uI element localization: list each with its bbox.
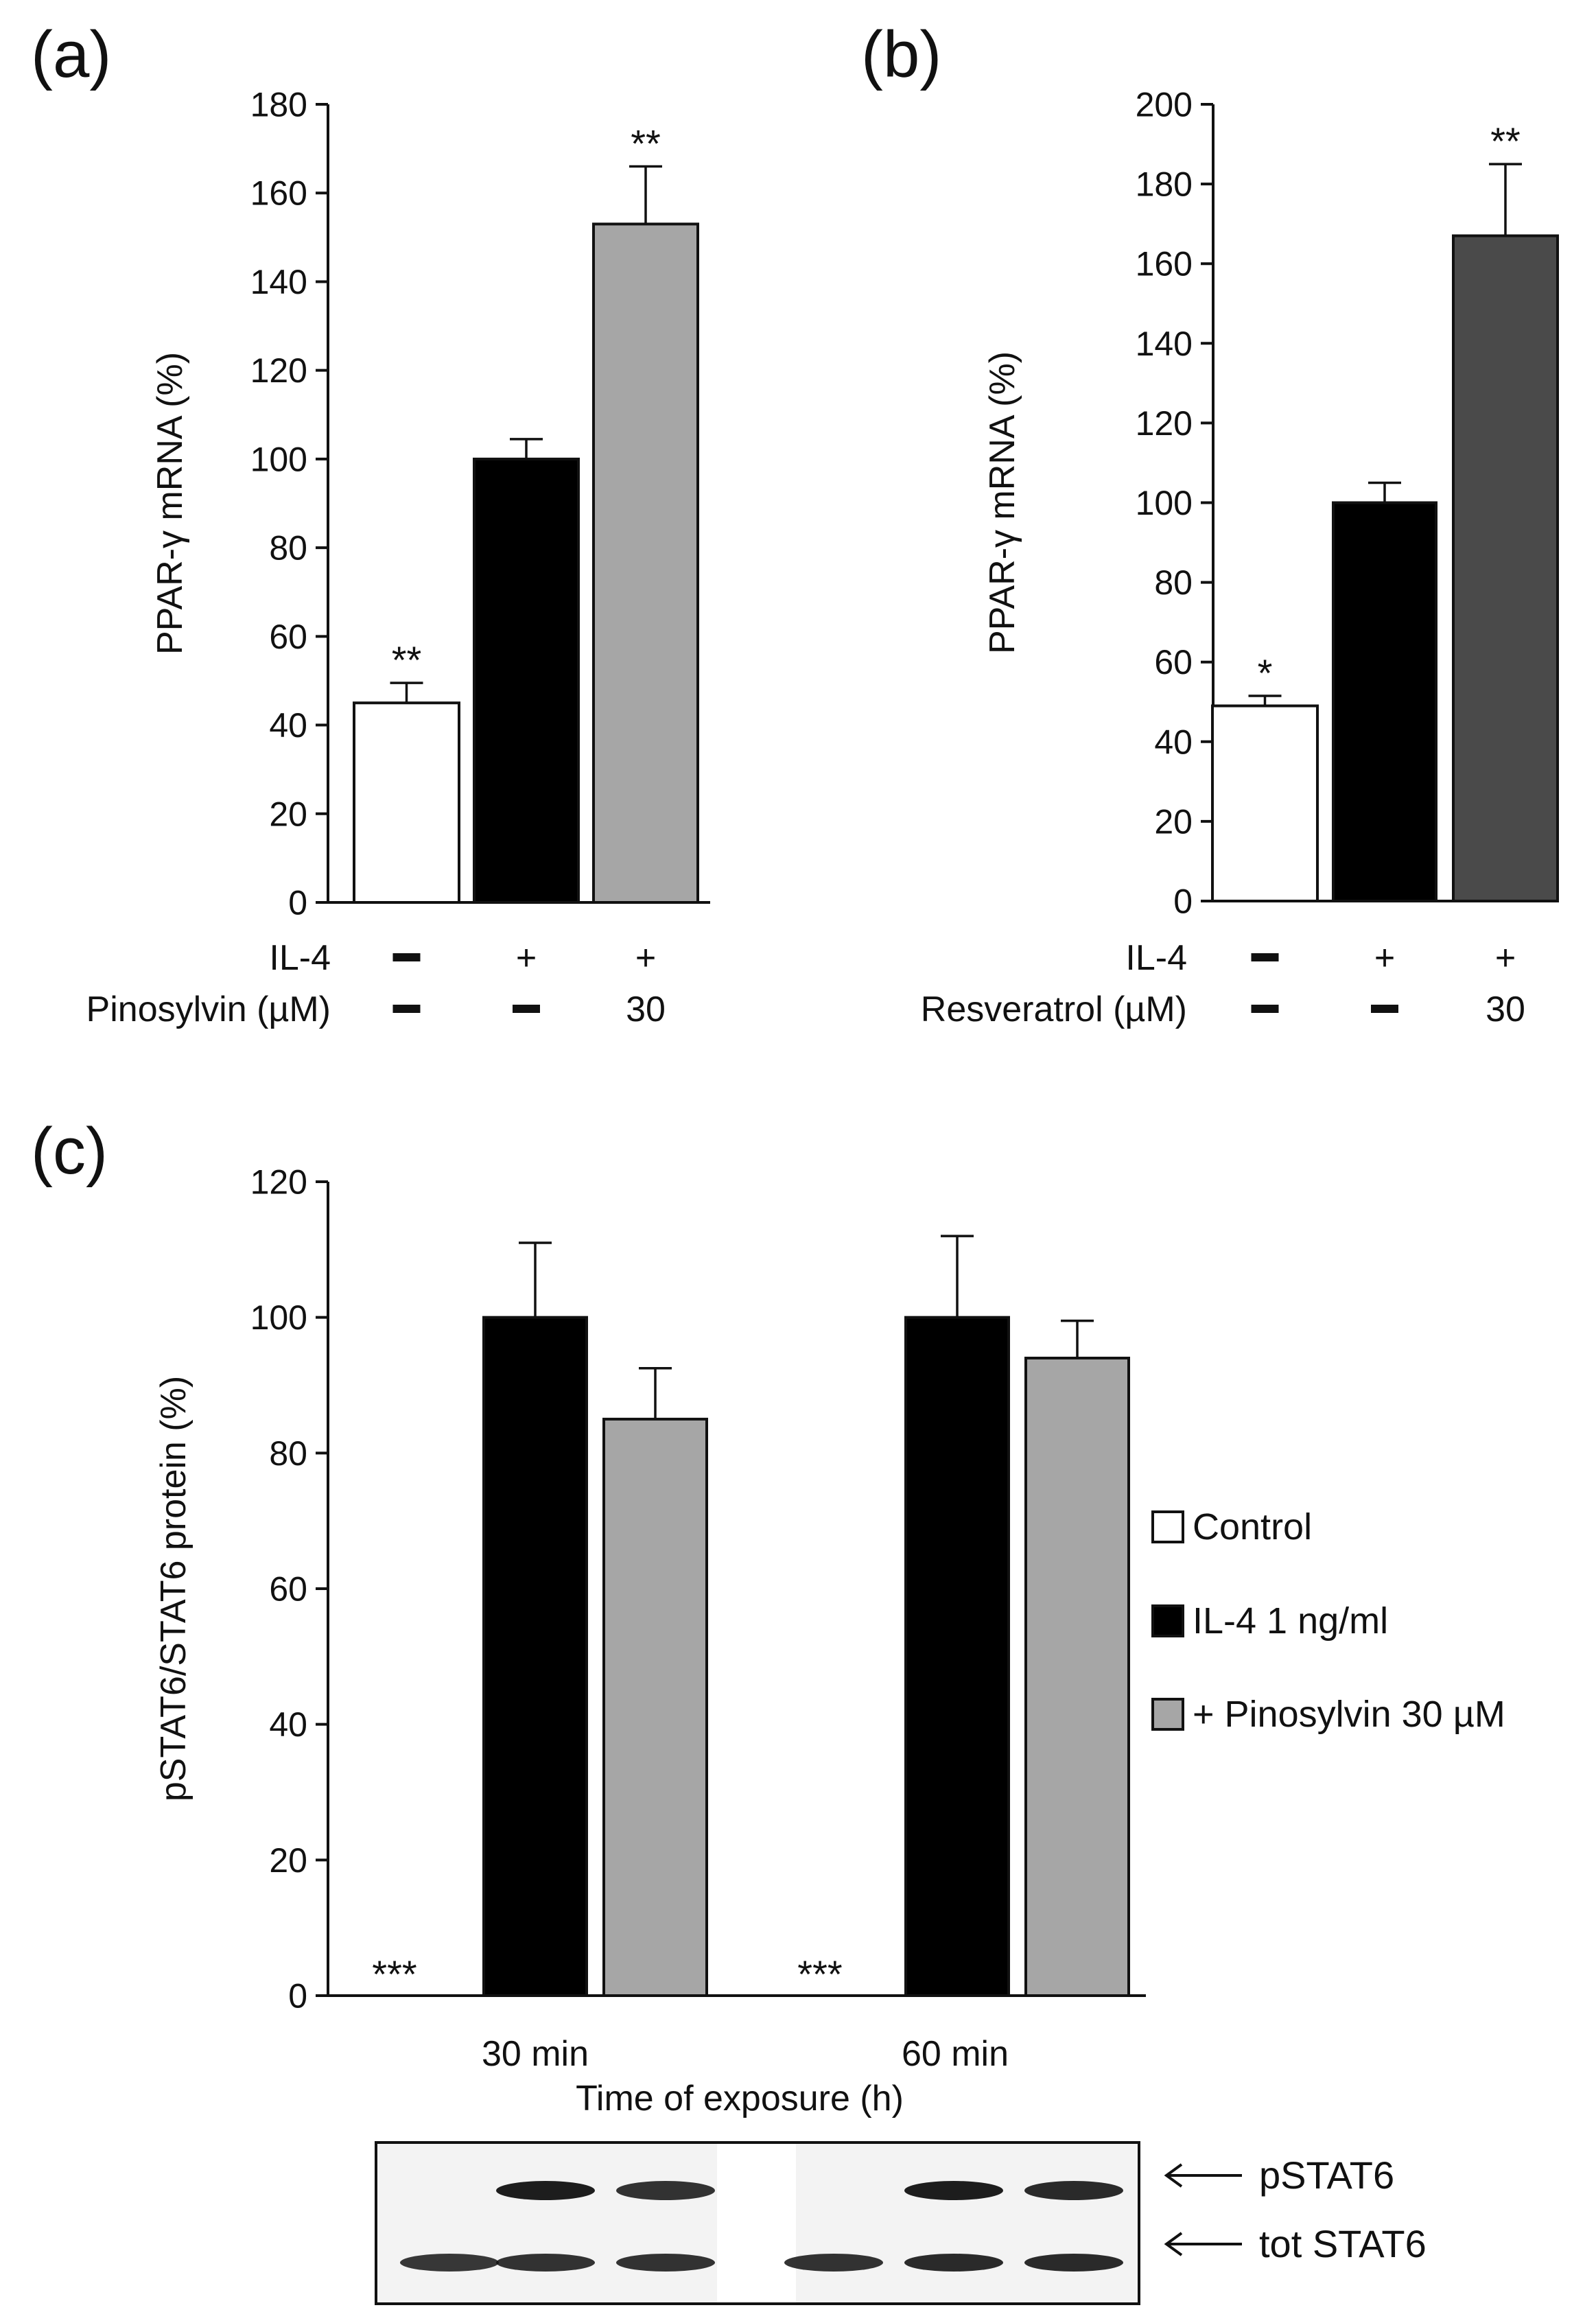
panel-a-y-tick-label: 120 [250, 351, 307, 390]
panel-a-y-tick-label: 60 [269, 618, 307, 656]
panel-a-significance-label: ** [392, 638, 422, 681]
legend-swatch [1151, 1510, 1184, 1543]
panel-a-condition-minus [513, 1005, 540, 1013]
legend-swatch [1151, 1604, 1184, 1637]
panel-b-condition-minus [1251, 953, 1279, 961]
panel-a-y-tick-label: 180 [250, 86, 307, 124]
panel-c-letter: (c) [31, 1114, 108, 1188]
legend-swatch [1151, 1698, 1184, 1731]
panel-b-significance-label: ** [1490, 119, 1521, 163]
panel-b-condition-label: Resveratrol (µM) [921, 990, 1187, 1029]
panel-c-x-axis-title: Time of exposure (h) [576, 2079, 904, 2118]
panel-b-y-tick-label: 140 [1136, 325, 1193, 363]
panel-b-condition-minus [1371, 1005, 1398, 1013]
blot-band-tot-stat6 [1024, 2254, 1123, 2272]
panel-a-y-axis-title: PPAR-γ mRNA (%) [150, 352, 190, 655]
panel-b-condition-value: + [1495, 938, 1516, 978]
panel-b-bar [1332, 501, 1437, 902]
panel-b-y-tick-label: 20 [1154, 802, 1193, 841]
panel-a-y-tick-label: 100 [250, 440, 307, 478]
blot-arrow-tot-stat6-head [1164, 2232, 1183, 2256]
blot-band-pstat6 [1024, 2181, 1123, 2200]
panel-a-y-tick-label: 0 [288, 884, 307, 922]
panel-c-category-label: 60 min [902, 2034, 1009, 2074]
panel-b-y-tick-label: 120 [1136, 404, 1193, 443]
blot-lane-gap [717, 2144, 796, 2302]
panel-c-y-tick-label: 20 [269, 1841, 307, 1880]
panel-a-y-tick-label: 140 [250, 263, 307, 301]
panel-b-y-tick-label: 0 [1173, 883, 1193, 921]
blot-band-tot-stat6 [400, 2254, 499, 2272]
panel-a-condition-value: + [635, 938, 656, 978]
panel-b-condition-value: + [1374, 938, 1395, 978]
panel-c-significance-label: *** [372, 1952, 416, 1996]
panel-b-significance-label: * [1258, 651, 1273, 694]
blot-band-pstat6 [496, 2181, 595, 2200]
panel-c-y-tick-label: 100 [250, 1298, 307, 1337]
panel-c-y-tick-label: 120 [250, 1163, 307, 1202]
blot-band-tot-stat6 [904, 2254, 1003, 2272]
panel-a-condition-minus [392, 1005, 421, 1013]
panel-a-significance-label: ** [631, 121, 661, 165]
panel-c-bar [1024, 1356, 1130, 1997]
panel-c-y-tick-label: 80 [269, 1434, 307, 1473]
blot-band-pstat6 [616, 2181, 715, 2200]
panel-b-letter: (b) [861, 18, 941, 91]
panel-a-condition-minus [392, 953, 421, 961]
panel-b-condition-value: 30 [1486, 990, 1525, 1029]
panel-c-bar [482, 1316, 588, 1997]
panel-b-y-tick-label: 160 [1136, 245, 1193, 283]
panel-b-y-tick-label: 80 [1154, 563, 1193, 602]
panel-a-y-tick-label: 20 [269, 795, 307, 833]
panel-c-bar [904, 1316, 1010, 1997]
legend-label: IL-4 1 ng/ml [1193, 1600, 1388, 1642]
blot-arrow-pstat6-head [1164, 2163, 1183, 2188]
legend-label: + Pinosylvin 30 µM [1193, 1694, 1505, 1735]
panel-c-y-tick-label: 60 [269, 1570, 307, 1609]
panel-b-condition-minus [1251, 1005, 1279, 1013]
legend-label: Control [1193, 1506, 1312, 1548]
panel-c-y-axis-title: pSTAT6/STAT6 protein (%) [154, 1376, 193, 1801]
panel-c-category-label: 30 min [482, 2034, 589, 2074]
panel-b-bar [1452, 234, 1559, 902]
panel-b-bar [1211, 704, 1319, 903]
panel-a-bar [592, 222, 699, 904]
blot-band-tot-stat6 [784, 2254, 883, 2272]
panel-c-y-tick-label: 40 [269, 1705, 307, 1744]
panel-a-condition-label: IL-4 [269, 938, 331, 978]
panel-b-y-axis-title: PPAR-γ mRNA (%) [983, 351, 1022, 654]
panel-a-condition-label: Pinosylvin (µM) [86, 990, 331, 1029]
panel-a-bar [473, 457, 580, 904]
blot-label-pstat6: pSTAT6 [1259, 2153, 1394, 2197]
panel-c-bar [602, 1417, 708, 1998]
panel-b-y-tick-label: 180 [1136, 165, 1193, 204]
panel-a-y-tick-label: 160 [250, 174, 307, 213]
panel-c-significance-label: *** [797, 1952, 842, 1996]
panel-b-y-tick-label: 100 [1136, 484, 1193, 522]
blot-band-tot-stat6 [496, 2254, 595, 2272]
panel-a-y-tick-label: 80 [269, 529, 307, 568]
panel-b-condition-label: IL-4 [1125, 938, 1187, 978]
blot-label-tot-stat6: tot STAT6 [1259, 2222, 1427, 2265]
blot-band-pstat6 [904, 2181, 1003, 2200]
panel-a-letter: (a) [31, 18, 111, 91]
blot-band-tot-stat6 [616, 2254, 715, 2272]
panel-a-bar [353, 701, 460, 904]
panel-c-y-tick-label: 0 [288, 1977, 307, 2016]
panel-b-y-tick-label: 200 [1136, 86, 1193, 124]
panel-a-condition-value: 30 [626, 990, 666, 1029]
panel-b-y-tick-label: 60 [1154, 643, 1193, 681]
panel-a-condition-value: + [516, 938, 537, 978]
panel-b-y-tick-label: 40 [1154, 723, 1193, 761]
panel-a-y-tick-label: 40 [269, 706, 307, 745]
